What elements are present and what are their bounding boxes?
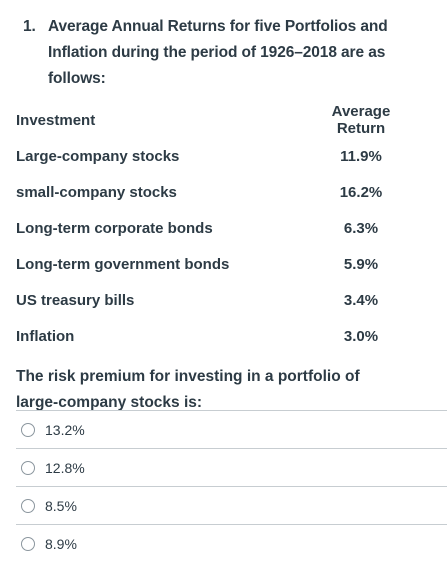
question-number: 1.: [23, 18, 36, 35]
answer-option-2[interactable]: 12.8%: [16, 448, 447, 486]
answer-label: 13.2%: [45, 421, 85, 438]
table-row: Long-term corporate bonds 6.3%: [16, 210, 416, 246]
table-header-row: Investment Average Return: [16, 102, 416, 138]
column-header-average-return: Average Return: [331, 103, 391, 137]
radio-button[interactable]: [21, 422, 35, 437]
investment-cell: Inflation: [16, 327, 75, 345]
return-cell: 6.3%: [343, 219, 379, 237]
question: 1. Average Annual Returns for five Portf…: [16, 14, 441, 416]
return-cell: 3.4%: [343, 291, 379, 309]
return-cell: 11.9%: [340, 147, 382, 165]
return-cell: 5.9%: [343, 255, 379, 273]
column-header-investment: Investment: [16, 111, 96, 129]
question-header: 1. Average Annual Returns for five Portf…: [16, 14, 441, 92]
return-cell: 16.2%: [339, 183, 383, 201]
table-row: Long-term government bonds 5.9%: [16, 246, 416, 282]
investment-cell: small-company stocks: [16, 183, 177, 201]
question-text: Average Annual Returns for five Portfoli…: [48, 18, 388, 87]
radio-button[interactable]: [21, 536, 35, 551]
table-row: Large-company stocks 11.9%: [16, 138, 416, 174]
question-prompt: The risk premium for investing in a port…: [16, 368, 360, 411]
table-row: US treasury bills 3.4%: [16, 282, 416, 318]
answer-label: 12.8%: [45, 459, 85, 476]
table-row: small-company stocks 16.2%: [16, 174, 416, 210]
radio-button[interactable]: [21, 460, 35, 475]
table-row: Inflation 3.0%: [16, 318, 416, 354]
answer-list: 13.2% 12.8% 8.5% 8.9%: [16, 410, 447, 562]
investment-cell: US treasury bills: [16, 291, 135, 309]
answer-label: 8.5%: [45, 497, 77, 514]
investment-cell: Long-term government bonds: [16, 255, 230, 273]
investment-cell: Large-company stocks: [16, 147, 180, 165]
answer-label: 8.9%: [45, 535, 77, 552]
radio-button[interactable]: [21, 498, 35, 513]
returns-table: Investment Average Return Large-company …: [16, 102, 416, 354]
answer-option-3[interactable]: 8.5%: [16, 486, 447, 524]
return-cell: 3.0%: [343, 327, 379, 345]
investment-cell: Long-term corporate bonds: [16, 219, 213, 237]
answer-option-4[interactable]: 8.9%: [16, 524, 447, 562]
answer-option-1[interactable]: 13.2%: [16, 410, 447, 448]
